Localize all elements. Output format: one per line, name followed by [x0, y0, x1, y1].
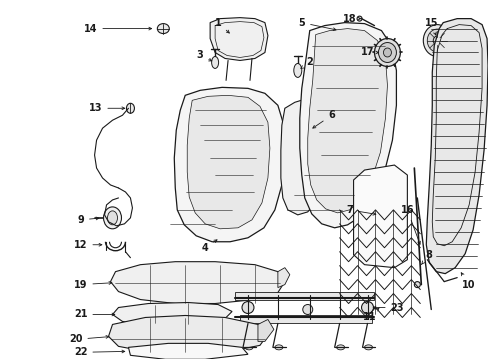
- Polygon shape: [112, 302, 232, 325]
- Ellipse shape: [427, 29, 447, 52]
- Text: 20: 20: [69, 334, 109, 345]
- Polygon shape: [174, 87, 285, 242]
- Polygon shape: [108, 315, 267, 354]
- Ellipse shape: [107, 211, 117, 225]
- Ellipse shape: [157, 24, 169, 33]
- Polygon shape: [299, 23, 396, 228]
- Polygon shape: [277, 268, 289, 288]
- Ellipse shape: [383, 48, 390, 57]
- Polygon shape: [187, 95, 269, 229]
- Polygon shape: [258, 319, 273, 341]
- Ellipse shape: [423, 24, 450, 57]
- Text: 3: 3: [196, 50, 211, 61]
- Polygon shape: [128, 343, 247, 359]
- Text: 19: 19: [74, 280, 112, 289]
- Ellipse shape: [293, 63, 301, 77]
- Text: 21: 21: [74, 310, 115, 319]
- Polygon shape: [353, 165, 407, 268]
- Text: 16: 16: [400, 205, 420, 244]
- Text: 12: 12: [74, 240, 102, 250]
- Text: 8: 8: [421, 250, 432, 265]
- Text: 1: 1: [214, 18, 229, 33]
- Ellipse shape: [274, 345, 282, 350]
- Text: 11: 11: [362, 308, 379, 323]
- Ellipse shape: [211, 57, 218, 68]
- Ellipse shape: [361, 302, 373, 314]
- Text: 13: 13: [89, 103, 124, 113]
- Text: 2: 2: [300, 58, 312, 68]
- Polygon shape: [235, 292, 374, 300]
- Ellipse shape: [378, 42, 396, 62]
- Text: 14: 14: [83, 24, 151, 33]
- Text: 18: 18: [342, 14, 360, 24]
- Polygon shape: [426, 19, 487, 274]
- Ellipse shape: [413, 282, 420, 288]
- Ellipse shape: [126, 103, 134, 113]
- Polygon shape: [280, 98, 327, 215]
- Ellipse shape: [244, 345, 252, 350]
- Text: 15: 15: [424, 18, 437, 35]
- Ellipse shape: [374, 39, 400, 67]
- Text: 5: 5: [298, 18, 335, 31]
- Ellipse shape: [336, 345, 344, 350]
- Text: 22: 22: [74, 347, 124, 357]
- Text: 23: 23: [372, 302, 403, 312]
- Polygon shape: [307, 28, 386, 213]
- Polygon shape: [240, 315, 371, 323]
- Polygon shape: [110, 262, 285, 303]
- Ellipse shape: [242, 302, 253, 314]
- Polygon shape: [210, 18, 267, 60]
- Ellipse shape: [356, 16, 361, 21]
- Ellipse shape: [364, 345, 372, 350]
- Text: 6: 6: [312, 110, 334, 128]
- Text: 9: 9: [77, 215, 99, 225]
- Text: 10: 10: [460, 273, 475, 289]
- Text: 4: 4: [202, 240, 217, 253]
- Ellipse shape: [103, 207, 121, 229]
- Text: 7: 7: [346, 205, 375, 215]
- Text: 17: 17: [360, 48, 378, 58]
- Ellipse shape: [302, 305, 312, 315]
